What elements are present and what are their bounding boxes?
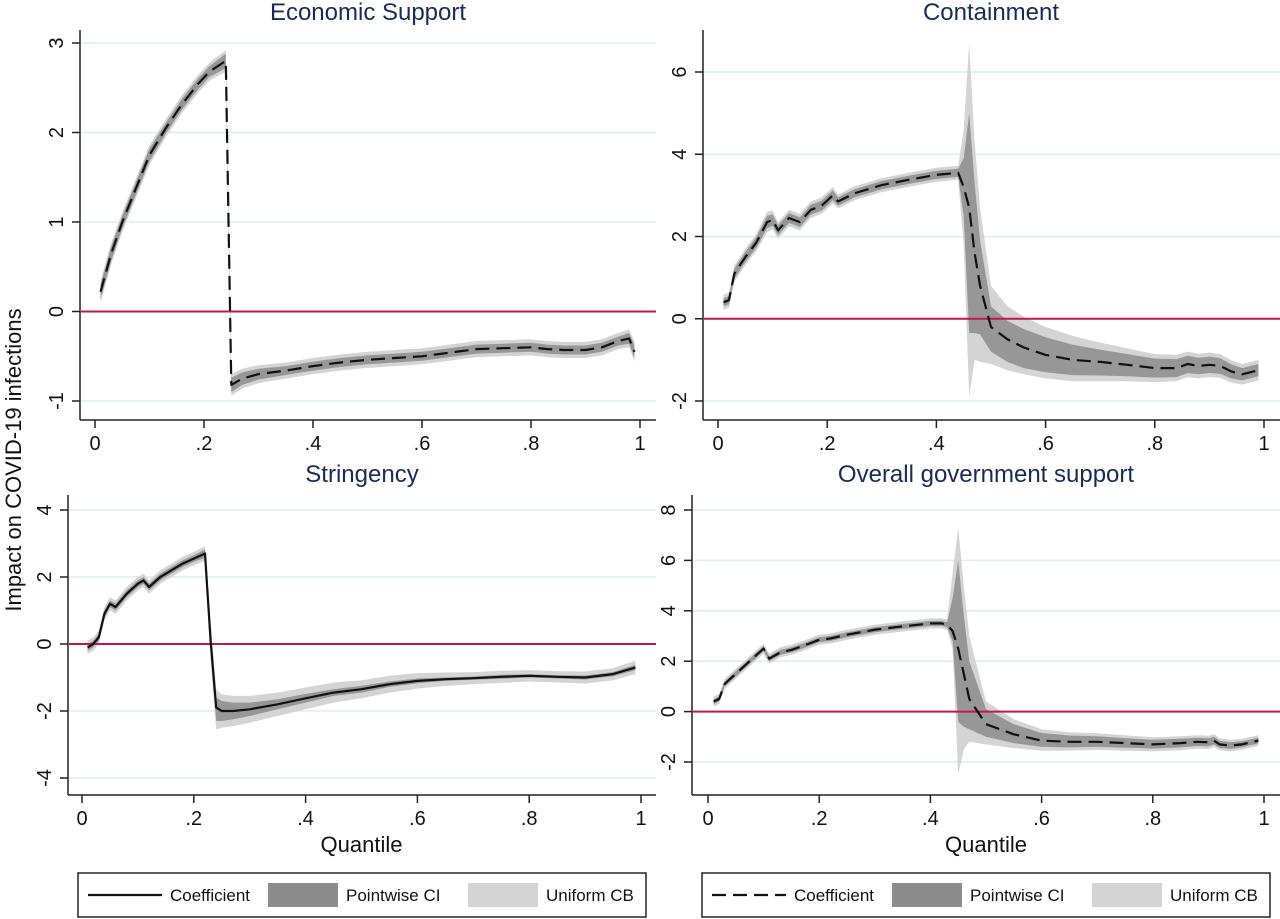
- y-tick-label: 0: [669, 313, 691, 324]
- panel-title: Stringency: [305, 461, 418, 488]
- legend-label: Uniform CB: [546, 886, 634, 905]
- x-tick-label: .8: [1144, 808, 1161, 830]
- y-tick-label: 2: [658, 656, 680, 667]
- panel-overall-government-support: Overall government support -2 0 2 4 6 8 0 .2 .4 .6…: [658, 461, 1280, 857]
- x-tick-label: .4: [297, 808, 314, 830]
- panel-title: Overall government support: [838, 461, 1134, 488]
- y-tick-label: 2: [34, 571, 56, 582]
- legend-box: [701, 872, 1271, 918]
- y-tick-label: 2: [669, 231, 691, 242]
- y-tick-label: -2: [658, 753, 680, 771]
- y-tick-label: 2: [46, 127, 68, 138]
- x-tick-label: 1: [1258, 808, 1269, 830]
- x-tick-label: 1: [634, 433, 645, 455]
- panel-economic-support: Economic Support -1 0 1 2 3 0 .2 .4 .6 .8 1: [46, 0, 656, 455]
- x-tick-label: .4: [305, 433, 322, 455]
- legend-label: Uniform CB: [1170, 886, 1258, 905]
- legend-label: Coefficient: [170, 886, 250, 905]
- legend-label: Coefficient: [794, 886, 874, 905]
- legend-swatch-uniform: [1092, 883, 1162, 907]
- legend-label: Pointwise CI: [970, 886, 1064, 905]
- y-tick-label: 0: [34, 638, 56, 649]
- x-tick-label: .6: [1033, 808, 1050, 830]
- x-axis-label: Quantile: [945, 832, 1027, 857]
- x-tick-label: .8: [1146, 433, 1163, 455]
- y-tick-label: 3: [46, 37, 68, 48]
- legend-box: [77, 872, 647, 918]
- y-tick-label: 1: [46, 216, 68, 227]
- y-tick-label: 8: [658, 504, 680, 515]
- legend-label: Pointwise CI: [346, 886, 440, 905]
- x-tick-label: 1: [1258, 433, 1269, 455]
- x-tick-label: 0: [89, 433, 100, 455]
- coefficient-line: [723, 171, 1259, 376]
- x-tick-label: .2: [811, 808, 828, 830]
- y-tick-label: 0: [658, 706, 680, 717]
- y-tick-label: 6: [658, 555, 680, 566]
- panel-containment: Containment -2 0 2 4 6 0 .2 .4 .6 .8 1: [669, 0, 1280, 455]
- x-tick-label: .6: [414, 433, 431, 455]
- x-tick-label: 0: [76, 808, 87, 830]
- y-tick-label: 0: [46, 306, 68, 317]
- pointwise-ci-band: [87, 549, 636, 721]
- x-tick-label: .4: [922, 808, 939, 830]
- y-tick-label: -1: [46, 392, 68, 410]
- legend-swatch-pointwise: [892, 883, 962, 907]
- x-axis-label: Quantile: [321, 832, 403, 857]
- shared-y-axis-label: Impact on COVID-19 infections: [1, 308, 26, 611]
- y-tick-label: 6: [669, 66, 691, 77]
- x-tick-label: .2: [196, 433, 213, 455]
- coefficient-line: [87, 552, 636, 713]
- x-tick-label: .8: [521, 808, 538, 830]
- x-tick-label: .6: [1037, 433, 1054, 455]
- y-tick-label: 4: [669, 149, 691, 160]
- y-tick-label: -4: [34, 769, 56, 787]
- x-tick-label: 0: [712, 433, 723, 455]
- legend-swatch-uniform: [468, 883, 538, 907]
- x-tick-label: .4: [928, 433, 945, 455]
- x-tick-label: .2: [819, 433, 836, 455]
- x-tick-label: .8: [523, 433, 540, 455]
- panel-stringency: Stringency -4 -2 0 2 4 0 .2 .4 .6 .8 1 Quantile: [34, 461, 656, 857]
- legend-left: Coefficient Pointwise CI Uniform CB: [77, 872, 647, 918]
- coefficient-line: [713, 622, 1259, 747]
- x-tick-label: .2: [185, 808, 202, 830]
- x-tick-label: 0: [702, 808, 713, 830]
- y-tick-label: -2: [34, 702, 56, 720]
- y-tick-label: 4: [34, 504, 56, 515]
- x-tick-label: .6: [409, 808, 426, 830]
- coefficient-line: [99, 59, 636, 386]
- legend-right: Coefficient Pointwise CI Uniform CB: [701, 872, 1271, 918]
- uniform-cb-band: [87, 546, 636, 730]
- panel-title: Economic Support: [270, 0, 466, 26]
- y-tick-label: 4: [658, 605, 680, 616]
- legend-swatch-pointwise: [268, 883, 338, 907]
- panel-title: Containment: [923, 0, 1059, 26]
- y-tick-label: -2: [669, 392, 691, 410]
- x-tick-label: 1: [635, 808, 646, 830]
